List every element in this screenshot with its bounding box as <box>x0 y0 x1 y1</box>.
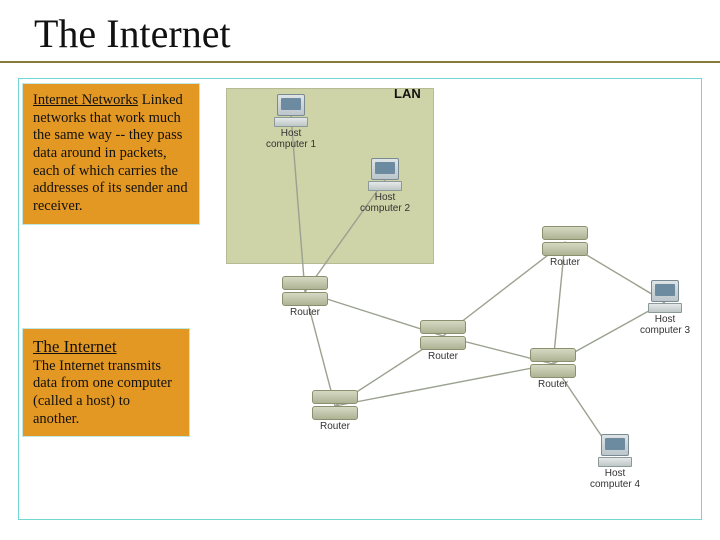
node-label: Router <box>415 352 471 363</box>
node-label: Hostcomputer 3 <box>637 315 693 336</box>
node-label: Router <box>277 308 333 319</box>
node-label: Router <box>537 258 593 269</box>
host3: Hostcomputer 3 <box>637 280 693 336</box>
host1: Hostcomputer 1 <box>263 94 319 150</box>
router-icon <box>530 364 576 378</box>
routerD: Router <box>525 348 581 391</box>
routerC: Router <box>537 226 593 269</box>
routerE: Router <box>307 390 363 433</box>
router-icon <box>420 336 466 350</box>
router-icon <box>282 292 328 306</box>
router-icon <box>312 406 358 420</box>
node-label: Hostcomputer 2 <box>357 193 413 214</box>
computer-base-icon <box>368 181 402 191</box>
page-title: The Internet <box>0 0 720 63</box>
router-icon <box>542 226 588 240</box>
router-icon <box>312 390 358 404</box>
routerA: Router <box>277 276 333 319</box>
callout-the-internet: The Internet The Internet transmits data… <box>22 328 190 437</box>
computer-base-icon <box>598 457 632 467</box>
router-icon <box>530 348 576 362</box>
host4: Hostcomputer 4 <box>587 434 643 490</box>
node-label: Hostcomputer 1 <box>263 129 319 150</box>
monitor-icon <box>277 94 305 116</box>
router-icon <box>542 242 588 256</box>
node-label: Router <box>525 380 581 391</box>
callout-body: The Internet transmits data from one com… <box>33 358 172 427</box>
router-icon <box>420 320 466 334</box>
callout-internet-networks: Internet Networks Linked networks that w… <box>22 83 200 225</box>
routerB: Router <box>415 320 471 363</box>
monitor-icon <box>651 280 679 302</box>
node-label: Hostcomputer 4 <box>587 469 643 490</box>
host2: Hostcomputer 2 <box>357 158 413 214</box>
monitor-icon <box>601 434 629 456</box>
router-icon <box>282 276 328 290</box>
callout-body: Linked networks that work much the same … <box>33 92 188 214</box>
callout-heading: Internet Networks <box>33 92 138 108</box>
callout-heading: The Internet <box>33 337 117 356</box>
computer-base-icon <box>648 303 682 313</box>
monitor-icon <box>371 158 399 180</box>
computer-base-icon <box>274 117 308 127</box>
node-label: Router <box>307 422 363 433</box>
network-diagram: LAN Hostcomputer 1Hostcomputer 2Hostcomp… <box>219 80 699 516</box>
